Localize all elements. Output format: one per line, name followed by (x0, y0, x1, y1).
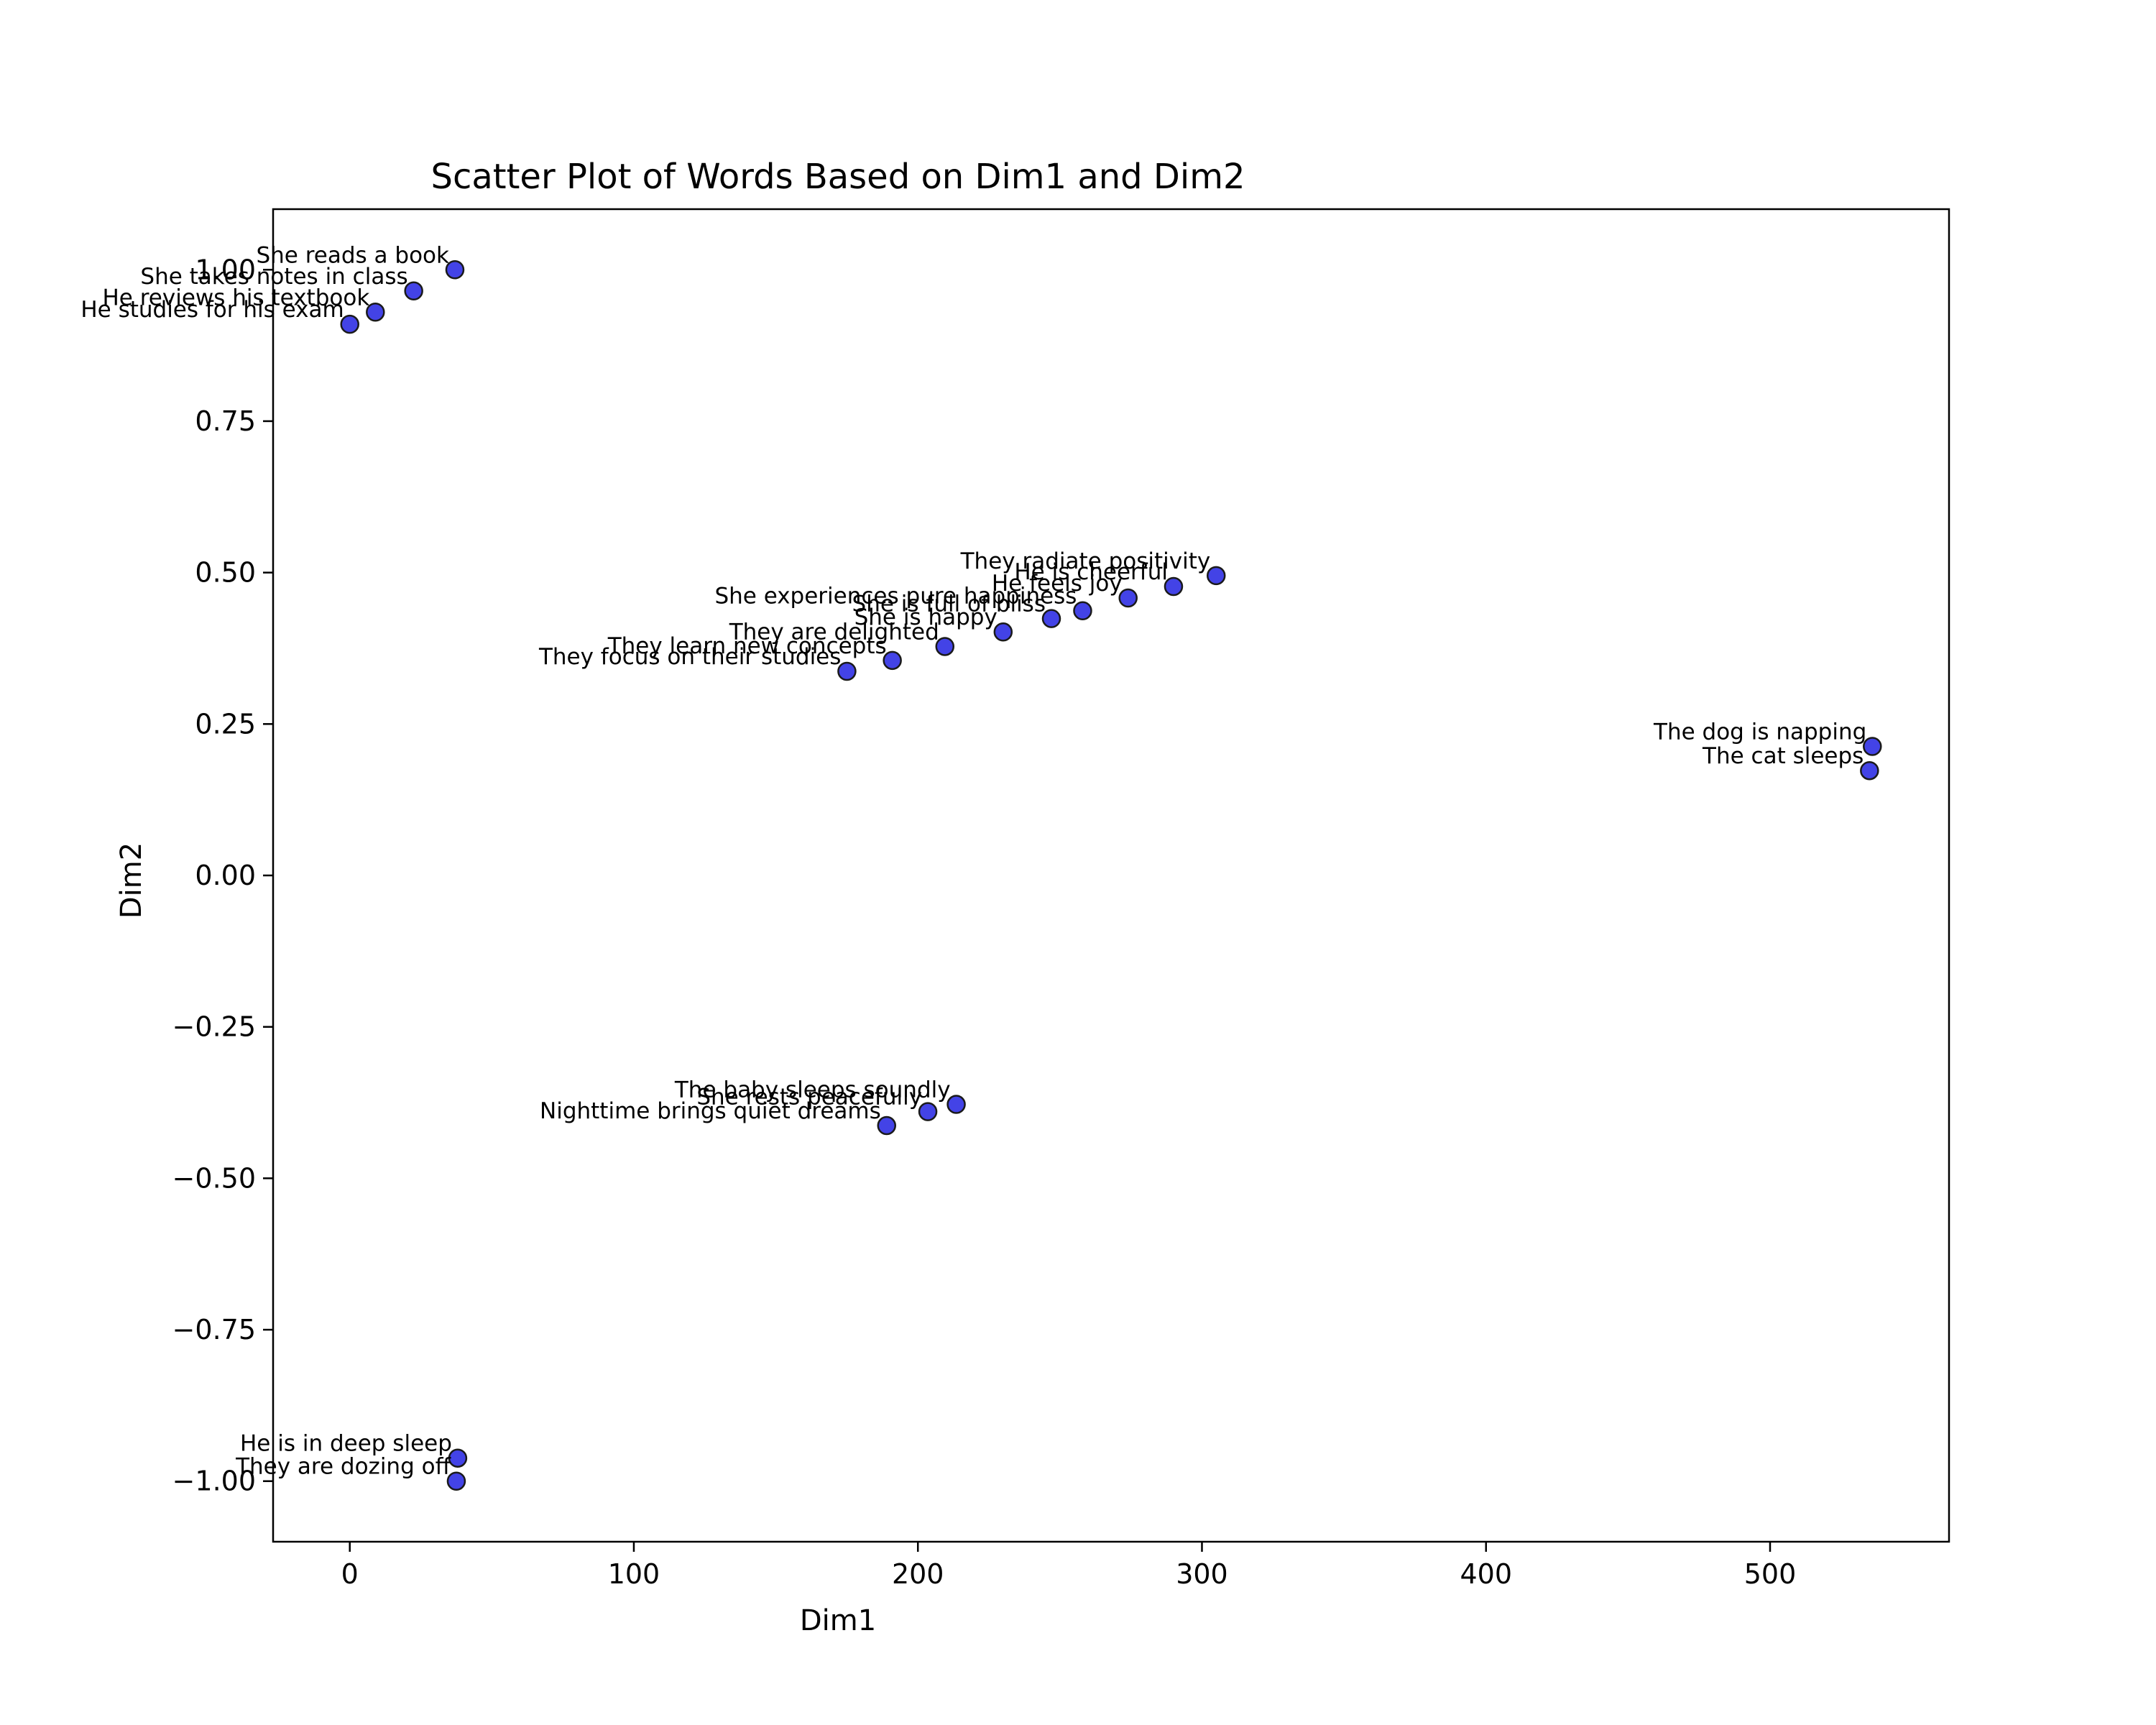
x-tick-label: 200 (892, 1558, 944, 1590)
point-label: They are delighted (729, 619, 939, 645)
x-tick-label: 300 (1176, 1558, 1228, 1590)
point-label: She reads a book (256, 242, 449, 268)
plot-area-frame (272, 208, 1950, 1543)
data-point (448, 1448, 468, 1468)
point-label: He studies for his exam (80, 297, 344, 323)
point-label: He reviews his textbook (103, 285, 370, 310)
point-label: She rests peacefully (696, 1085, 922, 1110)
y-tick-label: 0.50 (195, 557, 256, 589)
point-label: He is cheerful (1014, 559, 1168, 585)
y-tick-label: −0.75 (172, 1314, 256, 1346)
data-point (993, 622, 1013, 642)
point-label: She takes notes in class (140, 264, 407, 290)
point-label: They learn new concepts (607, 633, 887, 659)
data-points (340, 260, 1882, 1491)
point-label: He is in deep sleep (240, 1431, 452, 1457)
y-tick-label: −0.50 (172, 1162, 256, 1194)
x-tick-label: 100 (608, 1558, 660, 1590)
data-point (883, 650, 902, 671)
data-point (1164, 576, 1184, 597)
point-label: She is happy (854, 604, 998, 630)
point-label: They are dozing off (235, 1454, 451, 1480)
data-point (935, 637, 955, 656)
y-axis-ticks: 1.00 0.75 0.50 0.25 0.00 −0.25 −0.50 −0.75 −1.00 (172, 254, 273, 1497)
data-point (877, 1116, 896, 1136)
data-point (1041, 609, 1061, 628)
y-tick-label: −1.00 (172, 1466, 256, 1497)
point-label: She experiences pure happiness (714, 584, 1077, 610)
y-axis-label: Dim2 (115, 842, 148, 919)
point-label: The cat sleeps (1702, 743, 1864, 769)
data-point (404, 281, 423, 301)
y-tick-label: 0.25 (195, 708, 256, 740)
x-tick-label: 400 (1460, 1558, 1512, 1590)
data-point (1206, 566, 1226, 586)
point-label: The baby sleeps soundly (674, 1077, 951, 1103)
data-point (445, 260, 465, 280)
y-tick-label: 0.75 (195, 405, 256, 437)
point-label: She is full of bliss (852, 592, 1046, 617)
data-point (837, 661, 857, 681)
point-label: The dog is napping (1653, 719, 1866, 745)
x-axis-label: Dim1 (800, 1604, 876, 1637)
point-label: They radiate positivity (960, 548, 1211, 574)
x-tick-label: 0 (341, 1558, 359, 1590)
y-tick-label: 0.00 (195, 860, 256, 891)
y-tick-label: 1.00 (195, 254, 256, 285)
data-point (1118, 588, 1138, 608)
data-point (946, 1095, 966, 1114)
point-label: Nighttime brings quiet dreams (540, 1098, 881, 1124)
data-point (1073, 601, 1092, 620)
data-point (1860, 760, 1879, 781)
data-point (1863, 737, 1882, 756)
data-point (918, 1102, 938, 1121)
point-label: They focus on their studies (538, 644, 841, 670)
point-label: He feels joy (992, 571, 1123, 597)
data-point (340, 314, 359, 334)
x-tick-label: 500 (1744, 1558, 1797, 1590)
chart-title: Scatter Plot of Words Based on Dim1 and … (431, 157, 1245, 197)
data-point (446, 1471, 466, 1491)
y-tick-label: −0.25 (172, 1011, 256, 1043)
data-point (366, 303, 385, 322)
x-axis-ticks: 0 100 200 300 400 500 (341, 1542, 1797, 1590)
